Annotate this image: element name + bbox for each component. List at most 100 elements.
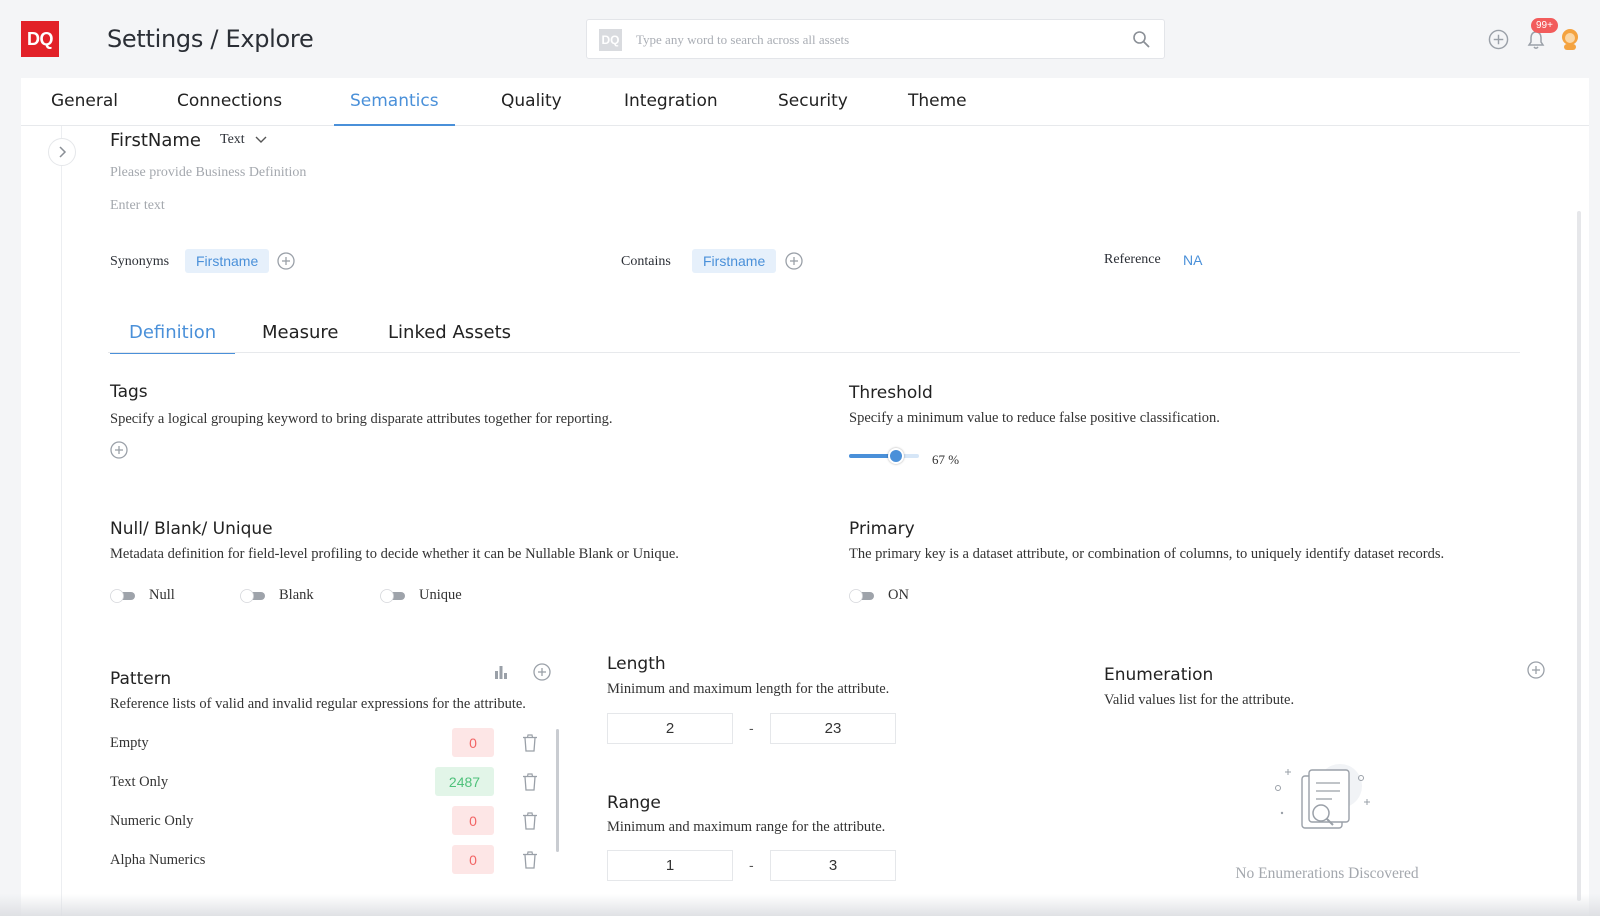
field-type-value: Text	[220, 132, 245, 147]
trash-icon[interactable]	[522, 773, 538, 791]
tab-general[interactable]: General	[51, 91, 118, 111]
subtab-measure[interactable]: Measure	[262, 322, 339, 343]
user-avatar[interactable]	[1560, 28, 1580, 50]
length-description: Minimum and maximum length for the attri…	[607, 681, 890, 697]
tab-connections[interactable]: Connections	[177, 91, 283, 111]
pattern-count-badge[interactable]: 0	[452, 728, 494, 757]
expand-button[interactable]	[48, 138, 76, 166]
settings-tabs: General Connections Semantics Quality In…	[21, 78, 1589, 126]
chevron-right-icon	[59, 146, 67, 158]
tab-integration[interactable]: Integration	[624, 91, 718, 111]
page-title: Settings / Explore	[107, 25, 314, 53]
null-toggle[interactable]	[110, 588, 137, 603]
notification-badge: 99+	[1531, 18, 1558, 33]
vertical-scrollbar[interactable]	[1577, 211, 1581, 901]
field-name: FirstName	[110, 130, 201, 151]
tab-quality[interactable]: Quality	[501, 91, 562, 111]
tab-theme[interactable]: Theme	[908, 91, 967, 111]
pattern-title: Pattern	[110, 669, 172, 689]
pattern-count-badge[interactable]: 2487	[435, 767, 494, 796]
trash-icon[interactable]	[522, 812, 538, 830]
add-pattern-icon[interactable]	[533, 663, 551, 681]
left-rail	[61, 126, 62, 916]
dq-logo[interactable]: DQ	[21, 21, 59, 57]
slider-thumb[interactable]	[887, 448, 904, 464]
blank-toggle-group: Blank	[240, 587, 314, 604]
unique-toggle[interactable]	[380, 588, 407, 603]
add-contains-icon[interactable]	[785, 252, 803, 270]
synonyms-label: Synonyms	[110, 254, 170, 269]
definition-subtabs: Definition Measure Linked Assets	[110, 316, 710, 354]
field-type-select[interactable]: Text	[220, 132, 267, 148]
no-enumerations-text: No Enumerations Discovered	[1235, 865, 1419, 882]
global-search: DQ	[586, 19, 1165, 59]
pattern-row-numeric-only: Numeric Only 0	[110, 806, 540, 836]
pattern-scrollbar[interactable]	[556, 729, 559, 852]
primary-title: Primary	[849, 519, 915, 539]
blank-label: Blank	[279, 587, 314, 603]
contains-chip[interactable]: Firstname	[692, 249, 777, 273]
tab-semantics[interactable]: Semantics	[334, 78, 455, 126]
pattern-row-label: Numeric Only	[110, 813, 194, 829]
slider-fill	[849, 454, 896, 458]
pattern-row-label: Empty	[110, 735, 149, 751]
pattern-row-alpha-numerics: Alpha Numerics 0	[110, 845, 540, 875]
top-header: DQ Settings / Explore DQ 99+	[0, 0, 1600, 78]
bottom-edge-shadow	[0, 894, 1600, 916]
unique-label: Unique	[419, 587, 462, 603]
bar-chart-icon[interactable]	[493, 664, 509, 680]
pattern-count-badge[interactable]: 0	[452, 806, 494, 835]
threshold-description: Specify a minimum value to reduce false …	[849, 410, 1220, 426]
contains-label: Contains	[621, 254, 671, 269]
reference-label: Reference	[1104, 252, 1161, 267]
trash-icon[interactable]	[522, 851, 538, 869]
business-definition-input[interactable]: Please provide Business Definition	[110, 165, 307, 180]
null-blank-unique-description: Metadata definition for field-level prof…	[110, 546, 679, 562]
primary-toggle-group: ON	[849, 587, 909, 604]
range-min-input[interactable]: 1	[607, 850, 733, 881]
range-description: Minimum and maximum range for the attrib…	[607, 819, 886, 835]
pattern-row-label: Alpha Numerics	[110, 852, 206, 868]
search-icon[interactable]	[1132, 30, 1150, 48]
enter-text-input[interactable]: Enter text	[110, 198, 165, 213]
tab-security[interactable]: Security	[778, 91, 848, 111]
tags-description: Specify a logical grouping keyword to br…	[110, 411, 613, 427]
tags-title: Tags	[110, 382, 148, 402]
search-dq-logo: DQ	[599, 29, 622, 51]
pattern-count-badge[interactable]: 0	[452, 845, 494, 874]
synonym-chip[interactable]: Firstname	[185, 249, 270, 273]
chevron-down-icon	[255, 136, 267, 143]
range-title: Range	[607, 793, 661, 813]
primary-description: The primary key is a dataset attribute, …	[849, 546, 1445, 562]
add-synonym-icon[interactable]	[277, 252, 295, 270]
enumeration-description: Valid values list for the attribute.	[1104, 692, 1295, 708]
primary-toggle-label: ON	[888, 587, 909, 603]
subtab-definition[interactable]: Definition	[110, 316, 236, 354]
threshold-title: Threshold	[849, 383, 933, 403]
add-enumeration-icon[interactable]	[1527, 661, 1545, 679]
threshold-value: 67 %	[932, 452, 960, 467]
threshold-slider[interactable]	[849, 448, 919, 464]
length-title: Length	[607, 654, 666, 674]
bell-icon[interactable]	[1527, 30, 1545, 50]
length-separator: -	[749, 720, 754, 736]
primary-toggle[interactable]	[849, 588, 876, 603]
add-tag-icon[interactable]	[110, 441, 128, 459]
add-circle-icon[interactable]	[1488, 29, 1509, 50]
range-separator: -	[749, 857, 754, 873]
null-blank-unique-title: Null/ Blank/ Unique	[110, 519, 273, 539]
trash-icon[interactable]	[522, 734, 538, 752]
length-min-input[interactable]: 2	[607, 713, 733, 744]
pattern-row-empty: Empty 0	[110, 728, 540, 758]
subtab-linked-assets[interactable]: Linked Assets	[388, 322, 512, 343]
null-label: Null	[149, 587, 175, 603]
enumeration-title: Enumeration	[1104, 665, 1214, 685]
pattern-row-label: Text Only	[110, 774, 169, 790]
pattern-description: Reference lists of valid and invalid reg…	[110, 696, 526, 712]
length-max-input[interactable]: 23	[770, 713, 896, 744]
search-input[interactable]	[636, 29, 1116, 51]
reference-value[interactable]: NA	[1183, 252, 1203, 268]
range-max-input[interactable]: 3	[770, 850, 896, 881]
blank-toggle[interactable]	[240, 588, 267, 603]
